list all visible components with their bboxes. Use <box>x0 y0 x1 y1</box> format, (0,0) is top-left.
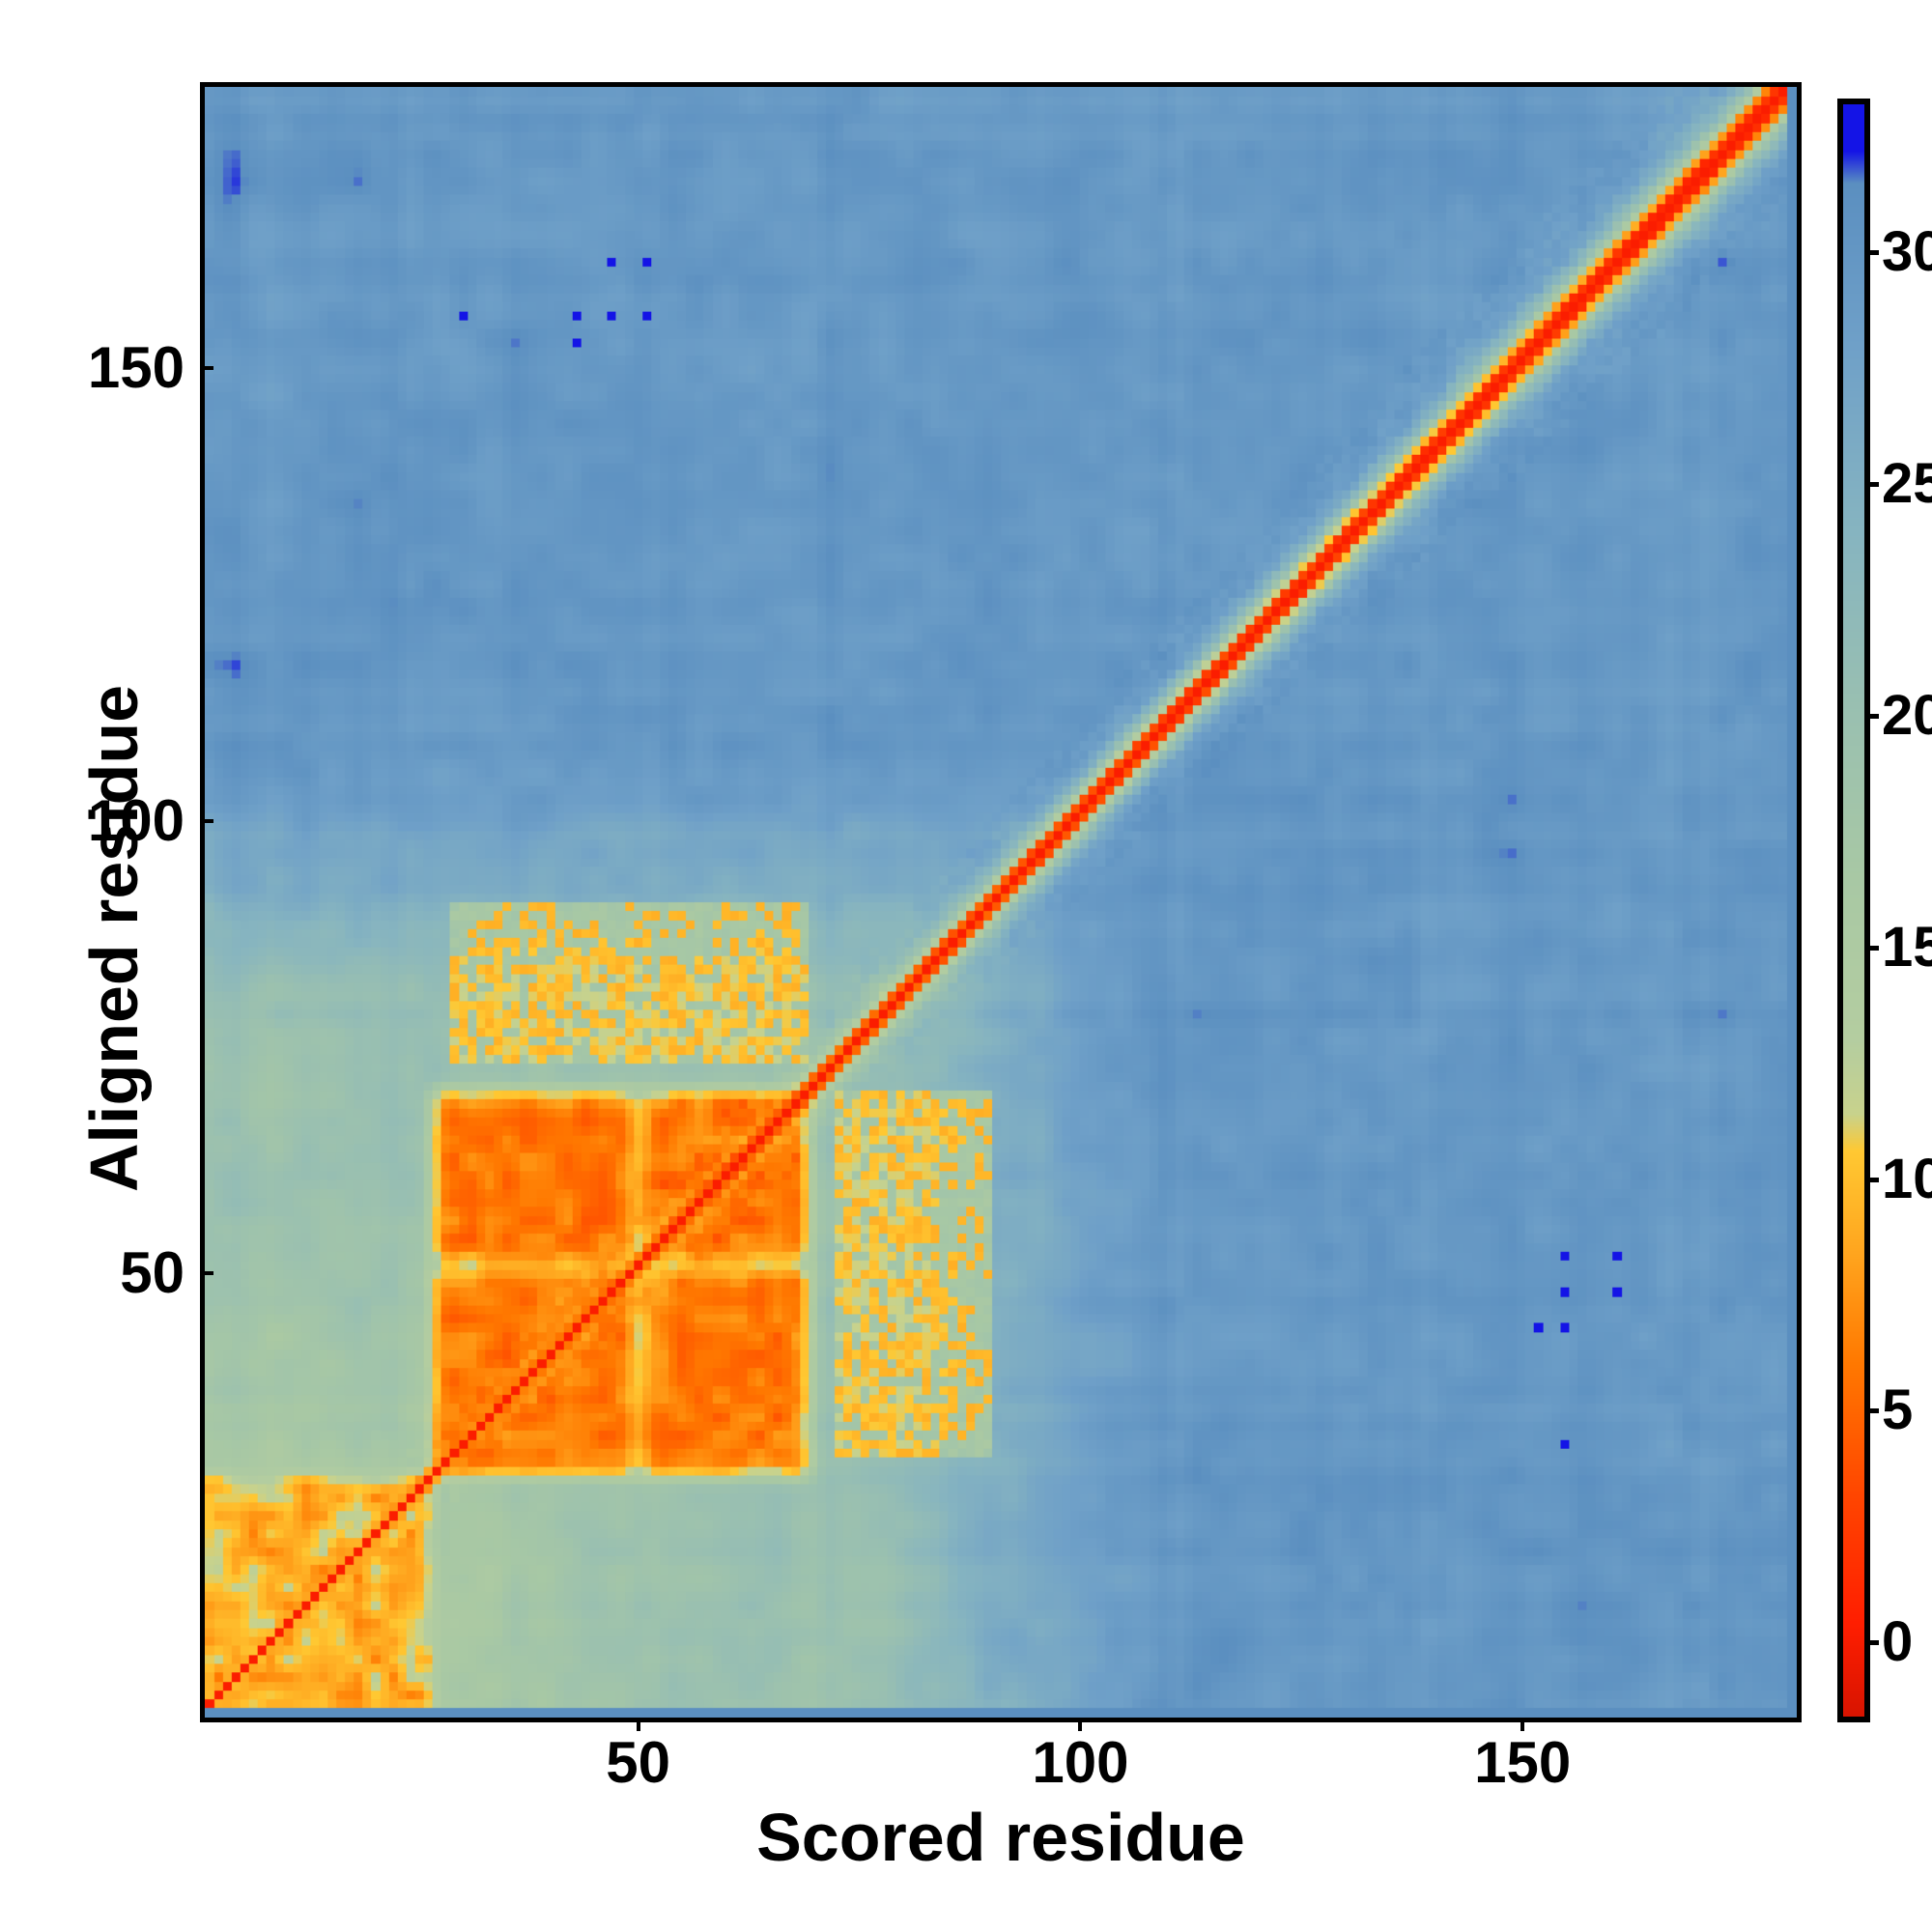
colorbar-tick-label: 0 <box>1882 1610 1914 1674</box>
x-axis-title: Scored residue <box>756 1800 1245 1875</box>
colorbar-tick-label: 5 <box>1882 1378 1914 1442</box>
y-tick-mark <box>200 1271 213 1276</box>
x-tick-label: 100 <box>1032 1730 1129 1795</box>
heatmap-plot-area <box>200 82 1802 1722</box>
colorbar-tick-mark <box>1868 250 1879 256</box>
colorbar <box>1837 99 1870 1722</box>
y-tick-label: 150 <box>87 334 185 400</box>
colorbar-tick-mark <box>1868 1408 1879 1414</box>
x-tick-label: 150 <box>1474 1730 1572 1795</box>
x-tick-mark <box>1078 1718 1083 1731</box>
x-tick-mark <box>1520 1718 1525 1731</box>
y-tick-mark <box>200 818 213 823</box>
x-tick-label: 50 <box>606 1730 670 1795</box>
heatmap-canvas <box>205 87 1797 1718</box>
colorbar-tick-label: 20 <box>1882 684 1932 748</box>
y-tick-mark <box>200 365 213 370</box>
colorbar-tick-label: 10 <box>1882 1147 1932 1210</box>
colorbar-tick-label: 15 <box>1882 915 1932 979</box>
colorbar-tick-mark <box>1868 945 1879 951</box>
x-tick-mark <box>636 1718 640 1731</box>
y-tick-label: 50 <box>120 1240 185 1306</box>
colorbar-tick-label: 25 <box>1882 452 1932 516</box>
colorbar-gradient <box>1843 104 1864 1717</box>
colorbar-tick-mark <box>1868 1640 1879 1646</box>
colorbar-tick-mark <box>1868 482 1879 488</box>
colorbar-tick-label: 30 <box>1882 220 1932 284</box>
colorbar-tick-mark <box>1868 1177 1879 1182</box>
colorbar-tick-mark <box>1868 714 1879 720</box>
y-axis-title: Aligned residue <box>76 684 152 1192</box>
y-tick-label: 100 <box>87 787 185 853</box>
